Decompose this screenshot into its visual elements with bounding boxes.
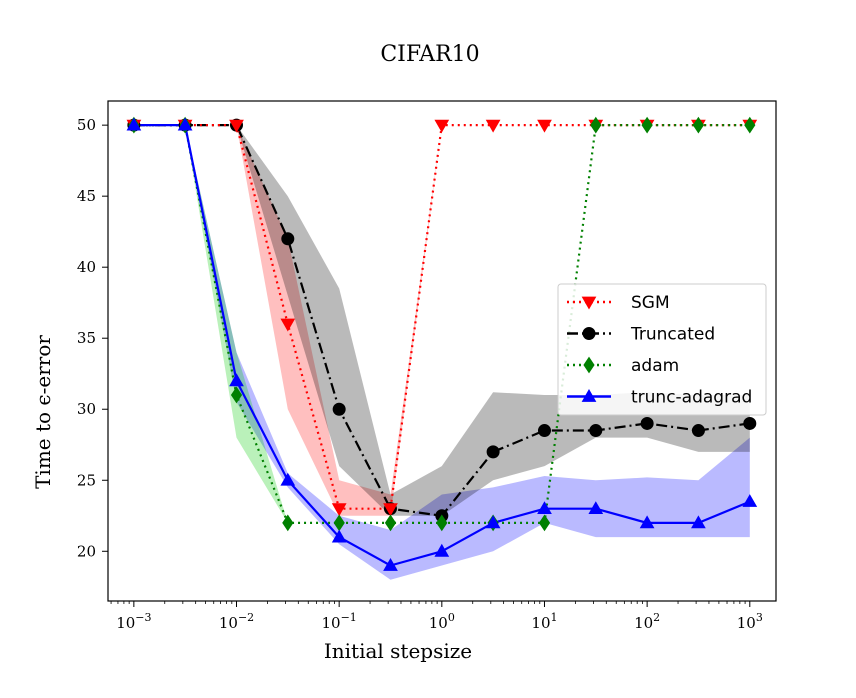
series-1-point-4 (331, 503, 347, 517)
x-tick-label-0: 10−3 (116, 611, 151, 632)
series-2-point-8 (538, 514, 551, 532)
series-3-point-6 (434, 543, 450, 557)
legend-label-1: SGM (631, 293, 670, 313)
y-axis: 20 25 30 35 40 45 50 (77, 116, 108, 560)
y-tick-label-4: 40 (77, 258, 96, 276)
chart-title: CIFAR10 (380, 42, 479, 67)
series-3-point-8 (537, 501, 552, 514)
plot-area (107, 100, 777, 602)
series-2-point-5 (384, 514, 397, 532)
series-1-point-8 (537, 119, 552, 133)
series-3-point-11 (691, 515, 706, 529)
y-tick-label-6: 50 (77, 116, 96, 134)
legend-label-3: trunc-adagrad (631, 388, 752, 408)
legend-marker-0 (582, 327, 596, 340)
x-axis-label: Initial stepsize (324, 639, 472, 663)
series-3-point-9 (588, 501, 604, 514)
x-tick-label-6: 103 (737, 611, 763, 632)
series-3-point-10 (639, 515, 655, 529)
x-tick-label-1: 10−2 (219, 611, 254, 632)
x-axis: 10−3 10−2 10−1 100 101 102 103 (110, 601, 763, 632)
y-tick-label-2: 30 (77, 400, 96, 418)
series-3-point-5 (383, 557, 398, 571)
series-2-point-6 (436, 514, 448, 532)
legend-box (557, 283, 767, 416)
series-markers (126, 116, 758, 571)
series-1-point-2 (229, 119, 244, 133)
y-axis-label: Time to ϵ-error (31, 335, 55, 489)
series-2-point-10 (641, 116, 653, 134)
series-1-point-7 (485, 119, 501, 133)
series-3-point-2 (229, 373, 244, 387)
x-tick-label-2: 10−1 (322, 611, 357, 632)
legend-marker-3 (581, 388, 597, 402)
series-2-point-3 (282, 514, 294, 532)
legend-marker-1 (581, 296, 597, 310)
series-0-point-3 (281, 232, 295, 246)
series-2-point-11 (692, 116, 705, 134)
legend: SGM Truncated adam trunc-adagrad (557, 283, 767, 416)
series-0-point-4 (332, 402, 346, 416)
series-0-point-7 (486, 445, 500, 459)
series-1-point-3 (280, 318, 296, 332)
series-0-point-11 (691, 424, 705, 438)
series-2-point-9 (590, 116, 602, 134)
band-series-0 (236, 125, 750, 516)
series-3-point-0 (126, 117, 142, 131)
series-0-point-10 (640, 416, 654, 430)
band-series-1 (236, 125, 494, 516)
y-tick-label-1: 25 (77, 471, 96, 489)
legend-marker-2 (583, 356, 595, 374)
series-3-point-3 (280, 472, 296, 486)
series-3-point-12 (742, 494, 758, 507)
confidence-bands (185, 125, 750, 580)
x-tick-label-5: 102 (634, 611, 660, 632)
series-3-point-7 (485, 515, 501, 529)
series-2-point-2 (230, 386, 243, 404)
legend-label-2: adam (631, 356, 679, 376)
series-0-point-9 (589, 424, 603, 438)
band-series-3 (185, 125, 750, 580)
series-3-point-4 (331, 529, 347, 543)
series-0-point-8 (537, 424, 551, 438)
series-3-point-1 (177, 117, 193, 131)
series-1-point-5 (383, 503, 398, 517)
y-tick-label-3: 35 (77, 329, 96, 347)
y-tick-label-5: 45 (77, 187, 96, 205)
y-tick-label-0: 20 (77, 542, 96, 560)
series-0-point-12 (743, 416, 757, 430)
x-tick-label-3: 100 (429, 611, 455, 632)
legend-label-0: Truncated (630, 325, 715, 345)
x-tick-label-4: 101 (531, 611, 557, 632)
series-1-point-6 (434, 119, 450, 133)
series-2-point-12 (744, 116, 756, 134)
